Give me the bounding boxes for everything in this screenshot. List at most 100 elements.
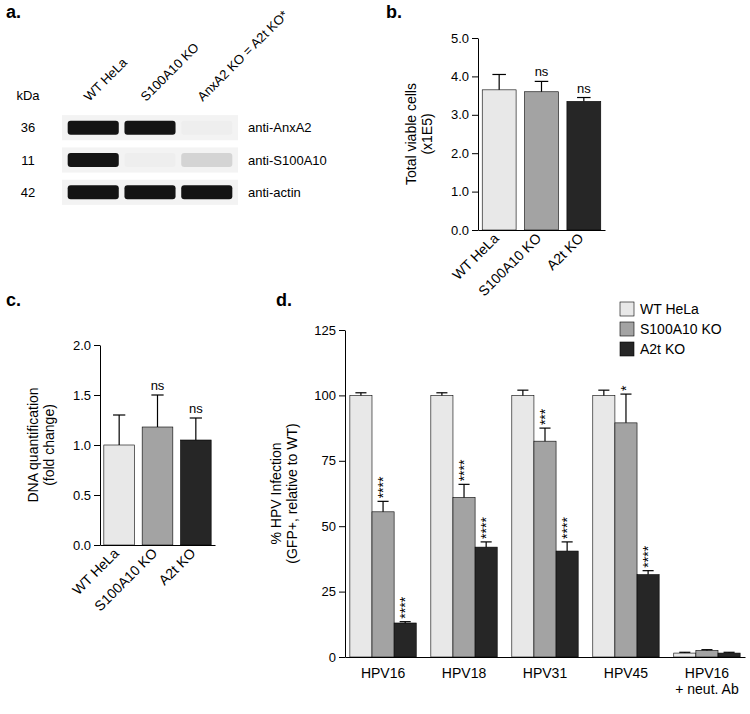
y-tick-mark <box>472 76 478 77</box>
bar <box>350 395 372 657</box>
y-tick: 2.0 <box>451 146 478 161</box>
y-tick: 25 <box>322 584 345 599</box>
error-bar <box>522 390 523 395</box>
x-tick: A2t KO <box>155 545 198 588</box>
significance-label: ns <box>577 81 591 96</box>
error-bar <box>463 484 464 497</box>
y-tick: 0.0 <box>73 538 100 553</box>
band <box>124 185 175 199</box>
legend-swatch <box>620 322 634 336</box>
bar <box>674 653 696 657</box>
significance-label: **** <box>397 596 413 618</box>
legend-swatch <box>620 302 634 316</box>
band <box>181 121 232 135</box>
x-tick-label: A2t KO <box>155 545 198 588</box>
panel-title: d. <box>276 290 292 310</box>
x-tick: S100A10 KO <box>475 230 544 299</box>
y-tick: 100 <box>314 388 345 403</box>
plot-area <box>104 395 211 545</box>
y-tick: 0.0 <box>451 223 478 238</box>
error-bar <box>603 390 604 395</box>
error-cap <box>113 414 125 415</box>
error-bar <box>544 428 545 441</box>
blot-strip <box>62 115 238 140</box>
size-label: 42 <box>21 185 35 200</box>
x-axis-line <box>346 657 746 658</box>
bar <box>372 512 394 657</box>
x-tick-label: S100A10 KO <box>91 545 160 614</box>
blot-strip <box>62 180 238 205</box>
error-bar <box>499 74 500 89</box>
error-cap <box>598 390 609 391</box>
band <box>181 153 232 167</box>
bar <box>696 650 718 657</box>
figure: a.kDaWT HeLaS100A10 KOAnxA2 KO = A2t KO*… <box>0 0 750 714</box>
significance-label: ns <box>189 401 203 416</box>
error-cap <box>701 649 712 650</box>
legend-entry: A2t KO <box>620 341 685 357</box>
y-tick-label: 125 <box>314 323 336 338</box>
x-tick-label: S100A10 KO <box>475 230 544 299</box>
size-label: 36 <box>21 120 35 135</box>
x-tick-label: HPV31 <box>523 665 568 681</box>
y-tick: 3.0 <box>451 107 478 122</box>
y-tick-mark <box>94 395 100 396</box>
error-bar <box>157 395 158 427</box>
blot: kDaWT HeLaS100A10 KOAnxA2 KO = A2t KO*36… <box>16 7 326 204</box>
lane-label: S100A10 KO <box>138 40 202 104</box>
bar <box>431 395 453 657</box>
bar <box>394 623 416 657</box>
error-cap <box>492 74 506 75</box>
x-tick: HPV45 <box>604 665 649 681</box>
legend-entry: S100A10 KO <box>620 321 722 337</box>
y-tick-label: 1.0 <box>451 184 469 199</box>
error-bar <box>541 81 542 91</box>
error-cap <box>378 501 389 502</box>
bar <box>567 101 601 230</box>
bar <box>482 90 516 230</box>
error-cap <box>436 392 447 393</box>
size-header: kDa <box>16 88 40 103</box>
legend-label: A2t KO <box>640 341 685 357</box>
plot-area <box>482 74 601 230</box>
legend-label: WT HeLa <box>640 301 699 317</box>
size-label: 11 <box>21 153 35 168</box>
y-tick: 125 <box>314 323 345 338</box>
band <box>124 153 175 167</box>
y-tick-label: 50 <box>322 519 336 534</box>
y-tick: 1.5 <box>73 388 100 403</box>
error-cap <box>458 484 469 485</box>
error-bar <box>567 542 568 551</box>
bar <box>142 427 173 545</box>
y-tick-mark <box>472 115 478 116</box>
error-cap <box>620 393 631 394</box>
error-cap <box>577 97 591 98</box>
x-axis: WT HeLaS100A10 KOA2t KO <box>449 230 606 299</box>
y-tick-label: 0.5 <box>73 488 91 503</box>
x-tick-label: HPV45 <box>604 665 649 681</box>
antibody-label: anti-AnxA2 <box>248 120 312 135</box>
lane-label: WT HeLa <box>81 54 131 104</box>
error-cap <box>190 417 202 418</box>
grouped-bar-chart: ****************************025507510012… <box>268 301 746 697</box>
x-tick-label: HPV16+ neut. Ab <box>675 665 739 697</box>
significance-label: * <box>618 385 634 391</box>
y-tick: 0 <box>329 650 345 665</box>
y-tick: 0.5 <box>73 488 100 503</box>
bar <box>104 445 135 545</box>
y-tick-label: 2.0 <box>73 338 91 353</box>
panel-title: c. <box>6 290 21 310</box>
error-bar <box>119 415 120 445</box>
legend-entry: WT HeLa <box>620 301 699 317</box>
significance-label: **** <box>478 517 494 539</box>
error-cap <box>535 81 549 82</box>
bar <box>525 92 559 230</box>
error-cap <box>562 541 573 542</box>
y-tick-label: 1.5 <box>73 388 91 403</box>
y-tick-mark <box>339 526 345 527</box>
error-cap <box>679 652 690 653</box>
error-cap <box>724 652 735 653</box>
band <box>68 153 119 167</box>
bar <box>593 395 615 657</box>
x-tick: HPV16+ neut. Ab <box>675 665 739 697</box>
